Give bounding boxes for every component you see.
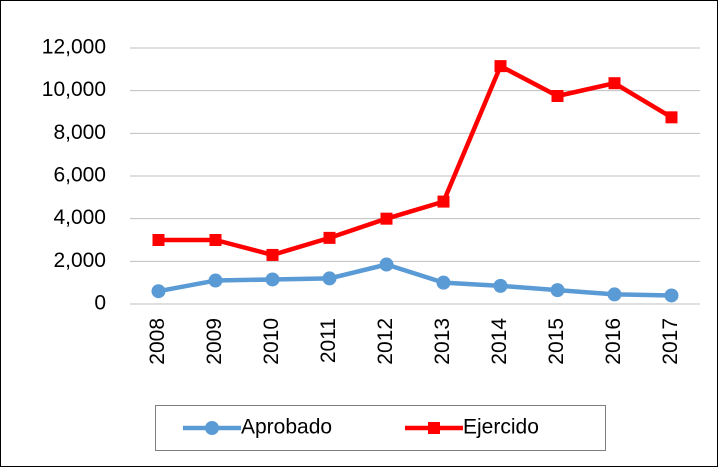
y-tick-label: 6,000 [53, 164, 106, 187]
x-tick-label: 2017 [659, 318, 682, 365]
point-marker [380, 212, 393, 225]
legend-label: Ejercido [463, 416, 539, 439]
point-marker [265, 272, 280, 287]
legend-box [155, 405, 606, 451]
x-tick-label: 2013 [431, 318, 454, 365]
point-marker [665, 111, 678, 124]
point-marker [266, 248, 279, 261]
point-marker [437, 195, 450, 208]
x-tick-label: 2010 [260, 318, 283, 365]
point-marker [664, 288, 679, 303]
point-marker [151, 284, 166, 299]
point-marker [152, 234, 165, 246]
x-tick-label: 2008 [146, 318, 169, 365]
y-tick-label: 4,000 [53, 206, 106, 229]
point-marker [551, 90, 564, 102]
x-tick-label: 2009 [203, 318, 226, 365]
legend-label: Aprobado [241, 416, 332, 439]
point-marker [209, 234, 222, 246]
y-tick-label: 8,000 [53, 121, 106, 144]
point-marker [208, 273, 223, 288]
point-marker [322, 271, 337, 286]
point-marker [436, 275, 451, 290]
x-tick-label: 2016 [602, 318, 625, 365]
x-tick-label: 2015 [545, 318, 568, 365]
x-tick-label: 2012 [374, 318, 397, 365]
y-tick-label: 2,000 [53, 249, 106, 272]
y-tick-label: 0 [94, 292, 106, 315]
point-marker [607, 287, 622, 302]
legend-marker [428, 422, 440, 434]
series-line [158, 262, 672, 298]
legend-marker [205, 421, 219, 435]
point-marker [550, 283, 565, 298]
x-tick-label: 2011 [317, 318, 340, 363]
x-tick-label: 2014 [488, 318, 511, 365]
point-marker [379, 257, 394, 272]
series-line [158, 63, 673, 258]
y-tick-label: 12,000 [42, 36, 106, 59]
point-marker [493, 278, 508, 293]
point-marker [494, 60, 507, 73]
y-tick-label: 10,000 [42, 78, 106, 101]
point-marker [323, 231, 336, 244]
point-marker [608, 77, 621, 90]
